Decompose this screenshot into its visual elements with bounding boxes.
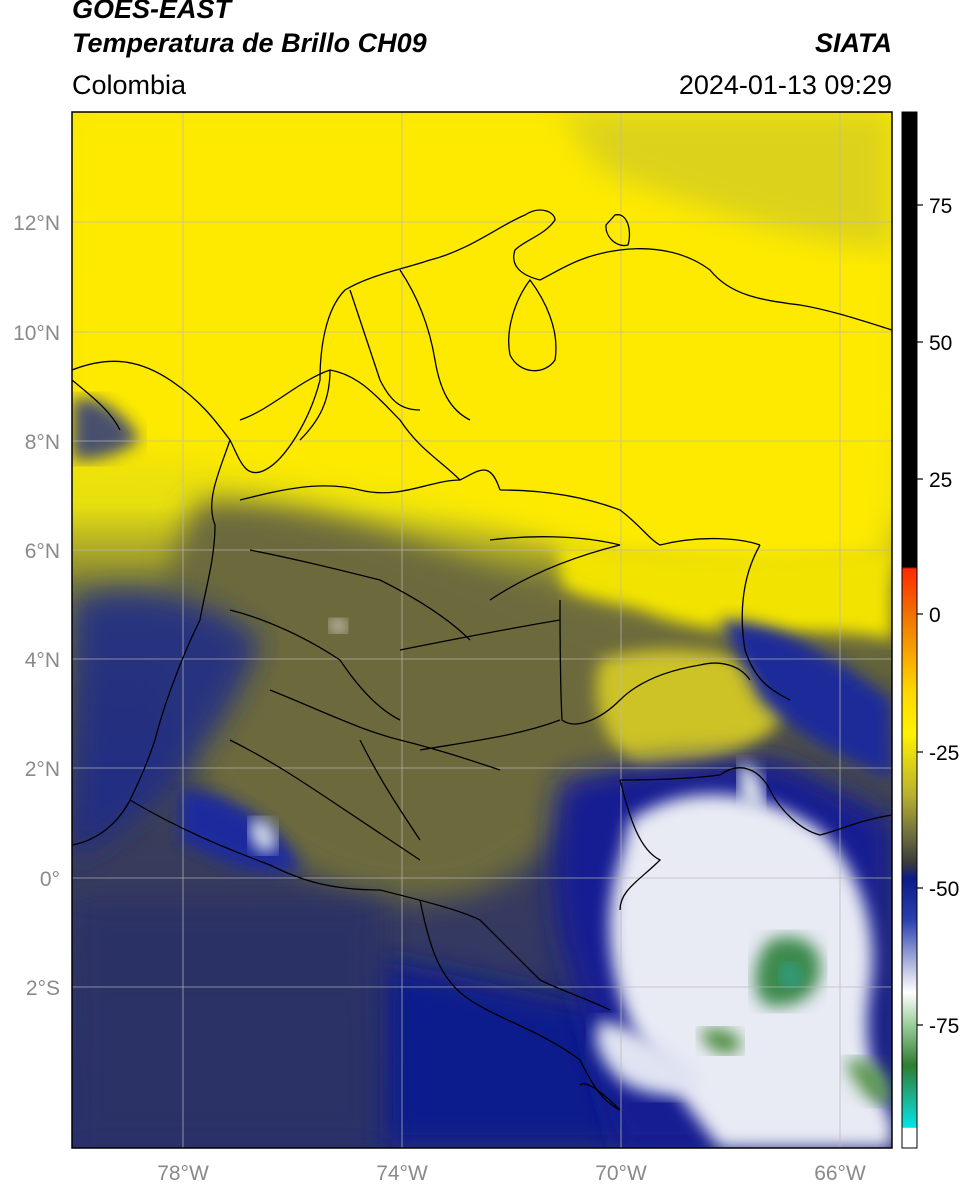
latitude-labels: 12°N 10°N 8°N 6°N 4°N 2°N 0° 2°S <box>13 212 60 1000</box>
product-title: Temperatura de Brillo CH09 <box>72 28 427 58</box>
datetime-label: 2024-01-13 09:29 <box>678 70 892 100</box>
colorbar-tick-label: 0 <box>929 604 941 627</box>
satellite-title: GOES-EAST <box>72 0 232 24</box>
colorbar-tick-label: 75 <box>929 195 952 218</box>
graticule <box>72 112 892 1148</box>
colorbar-tick-label: -75 <box>929 1015 959 1038</box>
lon-label: 74°W <box>376 1162 428 1185</box>
lon-label: 70°W <box>595 1162 647 1185</box>
colorbar-scale <box>901 111 918 1149</box>
lat-label: 8°N <box>25 431 60 454</box>
colorbar: 75 50 25 0 -25 -50 -75 <box>901 111 959 1149</box>
lon-label: 78°W <box>157 1162 209 1185</box>
colorbar-tick-label: 25 <box>929 469 952 492</box>
brightness-temperature-field <box>72 112 892 1148</box>
lat-label: 12°N <box>13 212 60 235</box>
colorbar-tick-label: -50 <box>929 878 959 901</box>
agency-label: SIATA <box>815 28 892 58</box>
lat-label: 6°N <box>25 540 60 563</box>
region-label: Colombia <box>72 70 187 100</box>
lat-label: 4°N <box>25 649 60 672</box>
lat-label: 0° <box>40 868 60 891</box>
lon-label: 66°W <box>814 1162 866 1185</box>
lat-label: 2°S <box>26 977 60 1000</box>
lat-label: 10°N <box>13 322 60 345</box>
longitude-labels: 78°W 74°W 70°W 66°W <box>157 1162 866 1185</box>
map-frame <box>71 111 893 1149</box>
colorbar-tick-label: -25 <box>929 742 959 765</box>
lat-label: 2°N <box>25 758 60 781</box>
boundaries <box>72 209 892 1111</box>
colorbar-tick-label: 50 <box>929 332 952 355</box>
